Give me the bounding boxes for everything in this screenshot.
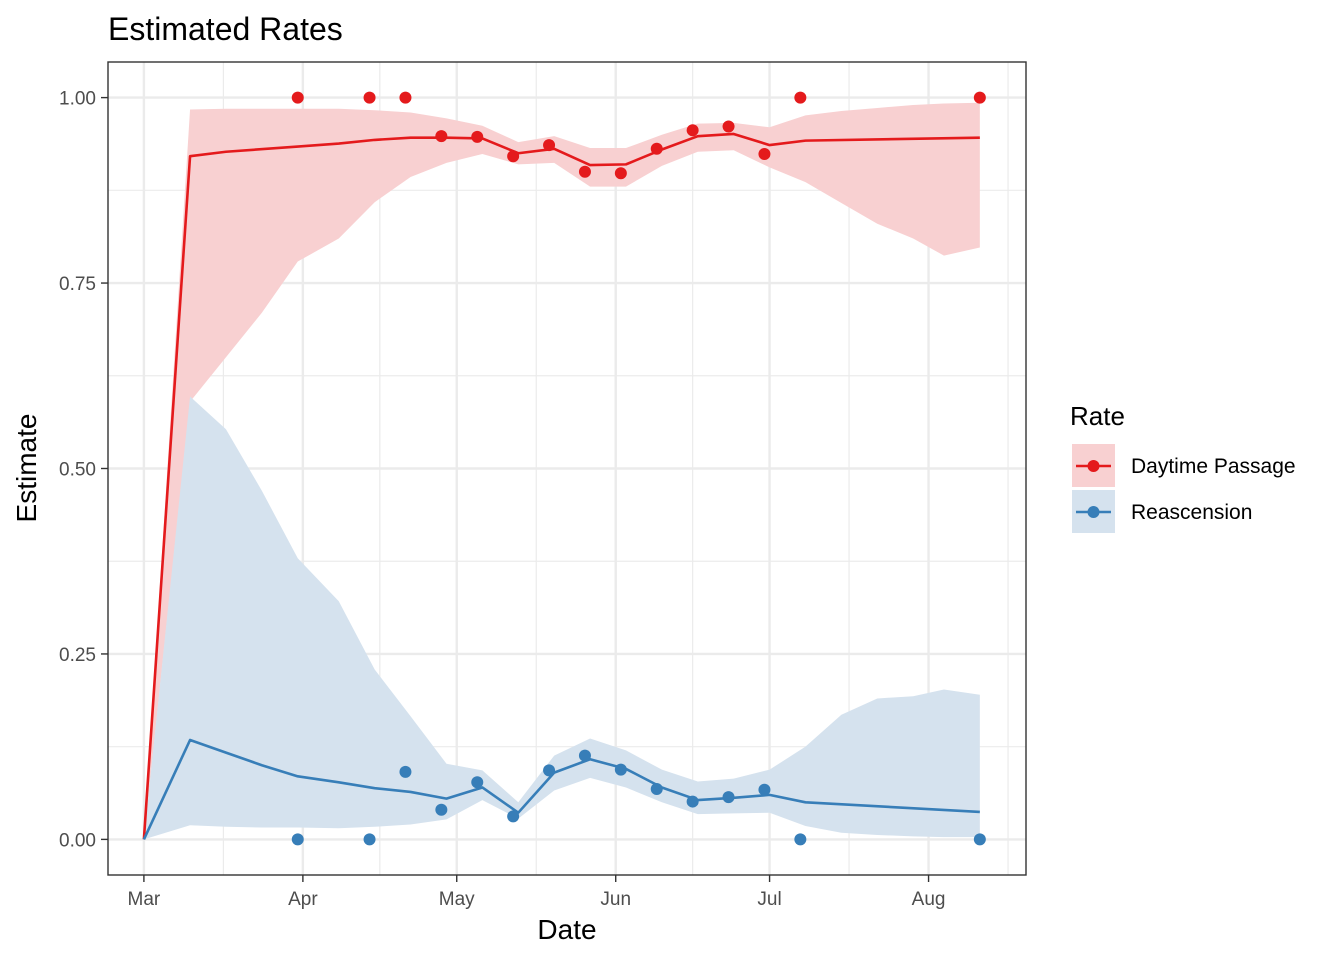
legend-title: Rate <box>1070 401 1125 431</box>
series-0-point-1 <box>363 91 376 104</box>
series-1-confidence-band <box>143 396 980 840</box>
series-0-point-9 <box>650 142 663 155</box>
series-0-point-11 <box>722 120 735 133</box>
series-1-point-3 <box>435 803 448 816</box>
series-1-point-6 <box>543 764 556 777</box>
series-0-point-12 <box>758 147 771 160</box>
x-tick-label: May <box>439 889 475 910</box>
x-tick-label: Apr <box>288 889 318 910</box>
legend-key-1-point <box>1087 506 1100 518</box>
series-0-point-6 <box>543 139 556 152</box>
y-tick-label: 0.25 <box>59 645 96 666</box>
y-tick-label: 0.00 <box>59 830 96 851</box>
series-0-point-8 <box>614 167 627 180</box>
series-0-point-13 <box>794 91 807 104</box>
chart-title: Estimated Rates <box>108 11 343 47</box>
series-1-point-10 <box>686 795 699 808</box>
y-tick-label: 0.50 <box>59 460 96 481</box>
series-1-point-8 <box>614 763 627 776</box>
y-tick-label: 1.00 <box>59 89 96 110</box>
y-tick-label: 0.75 <box>59 274 96 295</box>
series-1-point-0 <box>291 833 304 846</box>
x-tick-label: Mar <box>128 889 161 910</box>
series-1-point-2 <box>399 765 412 778</box>
series-0-confidence-band <box>143 102 980 840</box>
series-1-point-1 <box>363 833 376 846</box>
legend-key-0-point <box>1087 460 1100 472</box>
series-1-point-11 <box>722 791 735 804</box>
series-0-point-3 <box>435 130 448 143</box>
legend-label-0: Daytime Passage <box>1131 455 1296 478</box>
series-1-point-12 <box>758 783 771 796</box>
x-tick-label: Aug <box>912 889 946 910</box>
series-1-point-13 <box>794 833 807 846</box>
series-1-point-14 <box>973 833 986 846</box>
series-1-point-9 <box>650 782 663 795</box>
plot-panel: 0.00 0.25 0.50 0.75 1.00 Mar Apr May Jun Jul Aug <box>59 61 1027 910</box>
legend: Rate Daytime Passage Reascension <box>1070 401 1296 533</box>
series-0-point-0 <box>291 91 304 104</box>
series-0-point-2 <box>399 91 412 104</box>
series-0-point-10 <box>686 124 699 137</box>
series-1-point-4 <box>471 776 484 789</box>
series-1-point-5 <box>507 810 520 823</box>
legend-label-1: Reascension <box>1131 501 1252 524</box>
series-0-point-4 <box>471 130 484 143</box>
x-tick-label: Jul <box>757 889 781 910</box>
series-1-point-7 <box>578 749 591 762</box>
series-0-point-14 <box>973 91 986 104</box>
series-0-point-7 <box>578 165 591 178</box>
y-axis-title: Estimate <box>11 414 42 523</box>
series-0-point-5 <box>507 150 520 163</box>
x-tick-label: Jun <box>600 889 631 910</box>
x-axis-title: Date <box>537 914 596 945</box>
